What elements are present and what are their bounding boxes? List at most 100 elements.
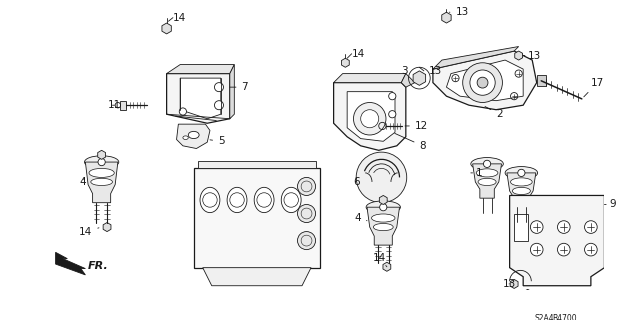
Polygon shape <box>514 213 528 241</box>
Polygon shape <box>507 173 536 207</box>
Polygon shape <box>433 51 537 110</box>
Polygon shape <box>577 293 588 299</box>
Text: 3: 3 <box>401 66 408 76</box>
Ellipse shape <box>478 178 496 186</box>
Circle shape <box>380 204 387 211</box>
Text: 14: 14 <box>79 227 99 236</box>
Polygon shape <box>509 196 604 286</box>
Polygon shape <box>203 268 311 286</box>
Circle shape <box>518 169 525 177</box>
Circle shape <box>557 243 570 256</box>
Text: 8: 8 <box>395 133 426 151</box>
Text: 13: 13 <box>502 279 516 289</box>
Polygon shape <box>103 222 111 232</box>
Text: FR.: FR. <box>88 261 109 271</box>
Polygon shape <box>447 60 523 101</box>
Circle shape <box>463 63 502 102</box>
Ellipse shape <box>254 187 274 212</box>
Text: 13: 13 <box>428 66 442 76</box>
Ellipse shape <box>200 187 220 212</box>
Circle shape <box>584 221 597 233</box>
Polygon shape <box>542 302 550 311</box>
Ellipse shape <box>373 223 393 231</box>
Polygon shape <box>180 78 221 119</box>
Circle shape <box>214 83 223 92</box>
Polygon shape <box>166 65 234 74</box>
Circle shape <box>361 110 379 128</box>
Polygon shape <box>367 207 399 245</box>
Polygon shape <box>519 304 527 313</box>
Text: 2: 2 <box>485 107 503 119</box>
Text: 10: 10 <box>0 319 1 320</box>
Circle shape <box>353 102 386 135</box>
Ellipse shape <box>366 201 401 213</box>
Polygon shape <box>120 101 126 110</box>
Circle shape <box>356 152 407 203</box>
Circle shape <box>483 160 491 167</box>
Circle shape <box>388 92 396 100</box>
Polygon shape <box>162 23 172 34</box>
Polygon shape <box>401 74 415 87</box>
Polygon shape <box>380 196 387 204</box>
Circle shape <box>477 77 488 88</box>
Text: 4: 4 <box>355 213 367 223</box>
Circle shape <box>531 243 543 256</box>
Text: 13: 13 <box>0 319 1 320</box>
Text: 14: 14 <box>372 253 387 267</box>
Circle shape <box>298 232 316 250</box>
Circle shape <box>214 101 223 110</box>
Circle shape <box>298 204 316 222</box>
Polygon shape <box>342 58 349 67</box>
Circle shape <box>179 108 186 115</box>
Polygon shape <box>333 74 406 83</box>
Polygon shape <box>347 92 395 141</box>
Circle shape <box>531 221 543 233</box>
Ellipse shape <box>188 132 199 139</box>
Polygon shape <box>333 83 406 150</box>
Ellipse shape <box>372 214 395 222</box>
Polygon shape <box>198 161 316 168</box>
Polygon shape <box>510 279 518 288</box>
Text: 6: 6 <box>353 177 360 187</box>
Polygon shape <box>194 168 320 268</box>
Text: 14: 14 <box>173 12 186 23</box>
Circle shape <box>98 158 105 166</box>
Text: 9: 9 <box>604 199 616 210</box>
Polygon shape <box>177 124 210 148</box>
Text: 13: 13 <box>449 7 468 17</box>
Text: 13: 13 <box>523 51 541 60</box>
Ellipse shape <box>513 187 531 195</box>
Text: 15: 15 <box>0 319 1 320</box>
Circle shape <box>584 243 597 256</box>
Circle shape <box>557 221 570 233</box>
Text: 12: 12 <box>405 121 428 131</box>
Ellipse shape <box>471 157 503 170</box>
Polygon shape <box>98 150 106 159</box>
Text: S2A4: S2A4 <box>534 314 554 320</box>
Polygon shape <box>433 46 518 69</box>
Ellipse shape <box>89 168 115 177</box>
Ellipse shape <box>183 136 188 140</box>
Ellipse shape <box>281 187 301 212</box>
Ellipse shape <box>505 167 538 179</box>
Circle shape <box>298 177 316 196</box>
Text: 1: 1 <box>471 168 482 178</box>
Text: 7: 7 <box>230 82 248 92</box>
Polygon shape <box>230 65 234 119</box>
Polygon shape <box>537 76 546 86</box>
Ellipse shape <box>91 178 113 186</box>
Circle shape <box>388 111 396 118</box>
Polygon shape <box>383 262 391 271</box>
Text: 14: 14 <box>351 49 365 59</box>
Polygon shape <box>166 74 230 123</box>
Polygon shape <box>56 252 85 275</box>
Text: 4: 4 <box>79 177 86 187</box>
Ellipse shape <box>84 156 119 168</box>
Text: 16: 16 <box>0 319 1 320</box>
Text: 5: 5 <box>210 136 225 146</box>
Polygon shape <box>472 164 502 198</box>
Ellipse shape <box>511 178 532 186</box>
Polygon shape <box>85 162 118 203</box>
Text: 11: 11 <box>108 100 121 110</box>
Ellipse shape <box>476 169 498 177</box>
